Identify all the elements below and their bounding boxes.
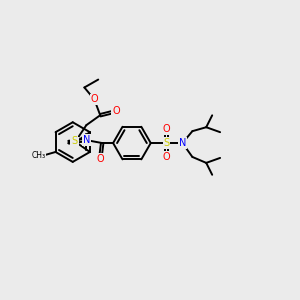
Text: O: O	[163, 152, 170, 162]
Text: O: O	[112, 106, 120, 116]
Text: O: O	[96, 154, 104, 164]
Text: CH₃: CH₃	[32, 152, 46, 160]
Text: O: O	[163, 124, 170, 134]
Text: S: S	[71, 136, 77, 146]
Text: O: O	[91, 94, 98, 104]
Text: S: S	[164, 138, 170, 148]
Text: N: N	[71, 138, 78, 148]
Text: N: N	[179, 138, 186, 148]
Text: N: N	[83, 135, 90, 145]
